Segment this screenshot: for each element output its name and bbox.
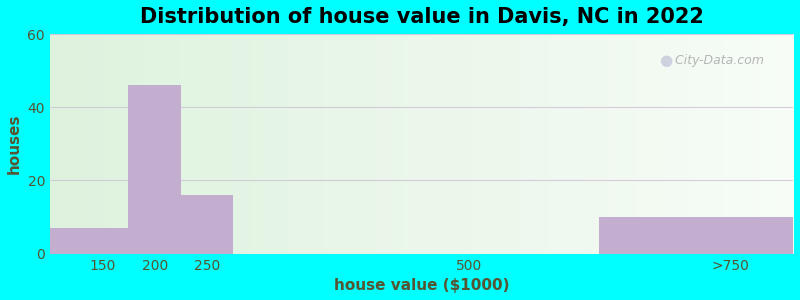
Bar <box>599 217 793 254</box>
X-axis label: house value ($1000): house value ($1000) <box>334 278 510 293</box>
Bar <box>181 195 233 254</box>
Bar <box>50 228 129 254</box>
Title: Distribution of house value in Davis, NC in 2022: Distribution of house value in Davis, NC… <box>139 7 703 27</box>
Text: ●: ● <box>659 53 673 68</box>
Y-axis label: houses: houses <box>7 114 22 174</box>
Bar <box>129 85 181 253</box>
Text: City-Data.com: City-Data.com <box>666 54 764 67</box>
